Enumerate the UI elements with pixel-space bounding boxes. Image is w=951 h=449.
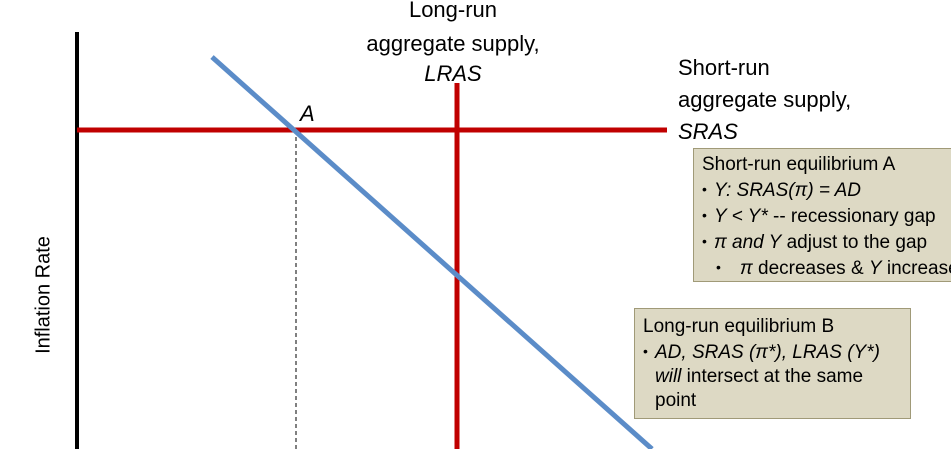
short-run-bullet-1: • Y: SRAS(π) = AD <box>702 180 861 201</box>
y-axis-label: Inflation Rate <box>32 236 55 354</box>
sras-label-line1: Short-run <box>678 55 770 80</box>
long-run-box-title: Long-run equilibrium B <box>643 316 835 337</box>
long-run-bullet-3: point <box>655 390 697 411</box>
ad-line <box>210 55 654 449</box>
lras-label-line1: Long-run <box>408 0 498 22</box>
sras-label-abbr: SRAS <box>678 119 738 144</box>
short-run-equilibrium-box: Short-run equilibrium A • Y: SRAS(π) = AD… <box>693 148 951 282</box>
point-a-label: A <box>300 101 315 126</box>
lras-label-line2: aggregate supply, <box>366 31 540 56</box>
long-run-bullet-1: • AD, SRAS (π*), LRAS (Y*) <box>643 342 880 363</box>
short-run-bullet-4: •π decreases & Y increases <box>716 258 951 279</box>
sras-label-line2: aggregate supply, <box>678 87 852 112</box>
lras-label-abbr: LRAS <box>424 61 482 86</box>
short-run-box-title: Short-run equilibrium A <box>702 154 896 175</box>
short-run-bullet-2: • Y < Y* -- recessionary gap <box>702 206 936 227</box>
long-run-equilibrium-box: Long-run equilibrium B • AD, SRAS (π*), L… <box>634 308 911 419</box>
long-run-bullet-2: will intersect at the same <box>655 366 864 387</box>
short-run-bullet-3: • π and Y adjust to the gap <box>702 232 928 253</box>
